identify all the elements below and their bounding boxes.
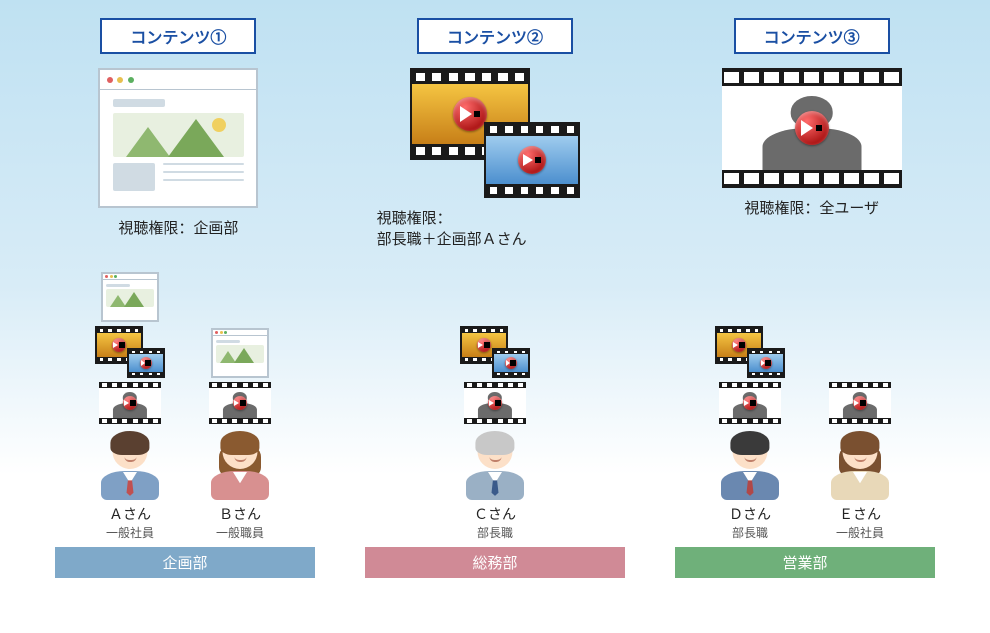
person-name: Ｄさん xyxy=(729,504,771,524)
department-bar: 総務部 xyxy=(365,547,625,578)
permission-text-2: 視聴権限： 部長職＋企画部Ａさん xyxy=(377,208,527,250)
department-2: Ｄさん 部長職 Ｅさん 一般社員 営業部 xyxy=(655,264,955,578)
department-bar: 企画部 xyxy=(55,547,315,578)
access-stack xyxy=(715,264,785,424)
person-0-0: Ａさん 一般社員 xyxy=(95,264,165,541)
person-name: Ｃさん xyxy=(474,504,516,524)
person-2-0: Ｄさん 部長職 xyxy=(715,264,785,541)
person-1-0: Ｃさん 部長職 xyxy=(460,264,530,541)
video-clips-icon xyxy=(95,326,165,378)
person-role: 部長職 xyxy=(732,524,768,541)
content-label-2: コンテンツ② xyxy=(417,18,573,54)
browser-icon xyxy=(211,328,269,378)
department-1: Ｃさん 部長職 総務部 xyxy=(345,264,645,578)
image-placeholder-icon xyxy=(113,113,244,157)
window-dot-red xyxy=(107,77,113,83)
departments-row: Ａさん 一般社員 xyxy=(0,256,990,578)
person-0-1: Ｂさん 一般職員 xyxy=(205,264,275,541)
content-col-1: コンテンツ① xyxy=(30,18,327,250)
person-avatar-icon xyxy=(205,430,275,500)
department-0: Ａさん 一般社員 xyxy=(35,264,335,578)
play-icon xyxy=(518,146,546,174)
play-icon xyxy=(795,111,829,145)
access-stack xyxy=(829,264,891,424)
browser-icon xyxy=(98,68,258,208)
window-dot-green xyxy=(128,77,134,83)
person-name: Ａさん xyxy=(109,504,151,524)
video-clips-icon xyxy=(410,68,580,198)
video-clips-icon xyxy=(715,326,785,378)
department-bar: 営業部 xyxy=(675,547,935,578)
video-silhouette-icon xyxy=(464,382,526,424)
browser-icon xyxy=(101,272,159,322)
window-dot-yellow xyxy=(117,77,123,83)
permission-text-1: 視聴権限：企画部 xyxy=(118,218,238,239)
diagram-root: コンテンツ① xyxy=(0,0,990,633)
video-clips-icon xyxy=(460,326,530,378)
person-avatar-icon xyxy=(715,430,785,500)
video-silhouette-icon xyxy=(99,382,161,424)
access-stack xyxy=(95,264,165,424)
person-avatar-icon xyxy=(95,430,165,500)
play-icon xyxy=(453,97,487,131)
person-role: 一般社員 xyxy=(106,524,154,541)
video-silhouette-icon xyxy=(829,382,891,424)
content-label-3: コンテンツ③ xyxy=(734,18,890,54)
content-col-2: コンテンツ② 視聴権限： 部長職＋企画部Ａさん xyxy=(347,18,644,250)
video-silhouette-icon xyxy=(719,382,781,424)
person-role: 部長職 xyxy=(477,524,513,541)
person-role: 一般職員 xyxy=(216,524,264,541)
person-avatar-icon xyxy=(825,430,895,500)
contents-row: コンテンツ① xyxy=(0,0,990,250)
person-name: Ｅさん xyxy=(839,504,881,524)
video-silhouette-icon xyxy=(722,68,902,188)
content-label-1: コンテンツ① xyxy=(100,18,256,54)
video-silhouette-icon xyxy=(209,382,271,424)
person-avatar-icon xyxy=(460,430,530,500)
person-name: Ｂさん xyxy=(219,504,261,524)
permission-text-3: 視聴権限：全ユーザ xyxy=(744,198,879,219)
access-stack xyxy=(209,264,271,424)
access-stack xyxy=(460,264,530,424)
content-col-3: コンテンツ③ 視聴権限：全ユーザ xyxy=(663,18,960,250)
person-2-1: Ｅさん 一般社員 xyxy=(825,264,895,541)
person-role: 一般社員 xyxy=(836,524,884,541)
